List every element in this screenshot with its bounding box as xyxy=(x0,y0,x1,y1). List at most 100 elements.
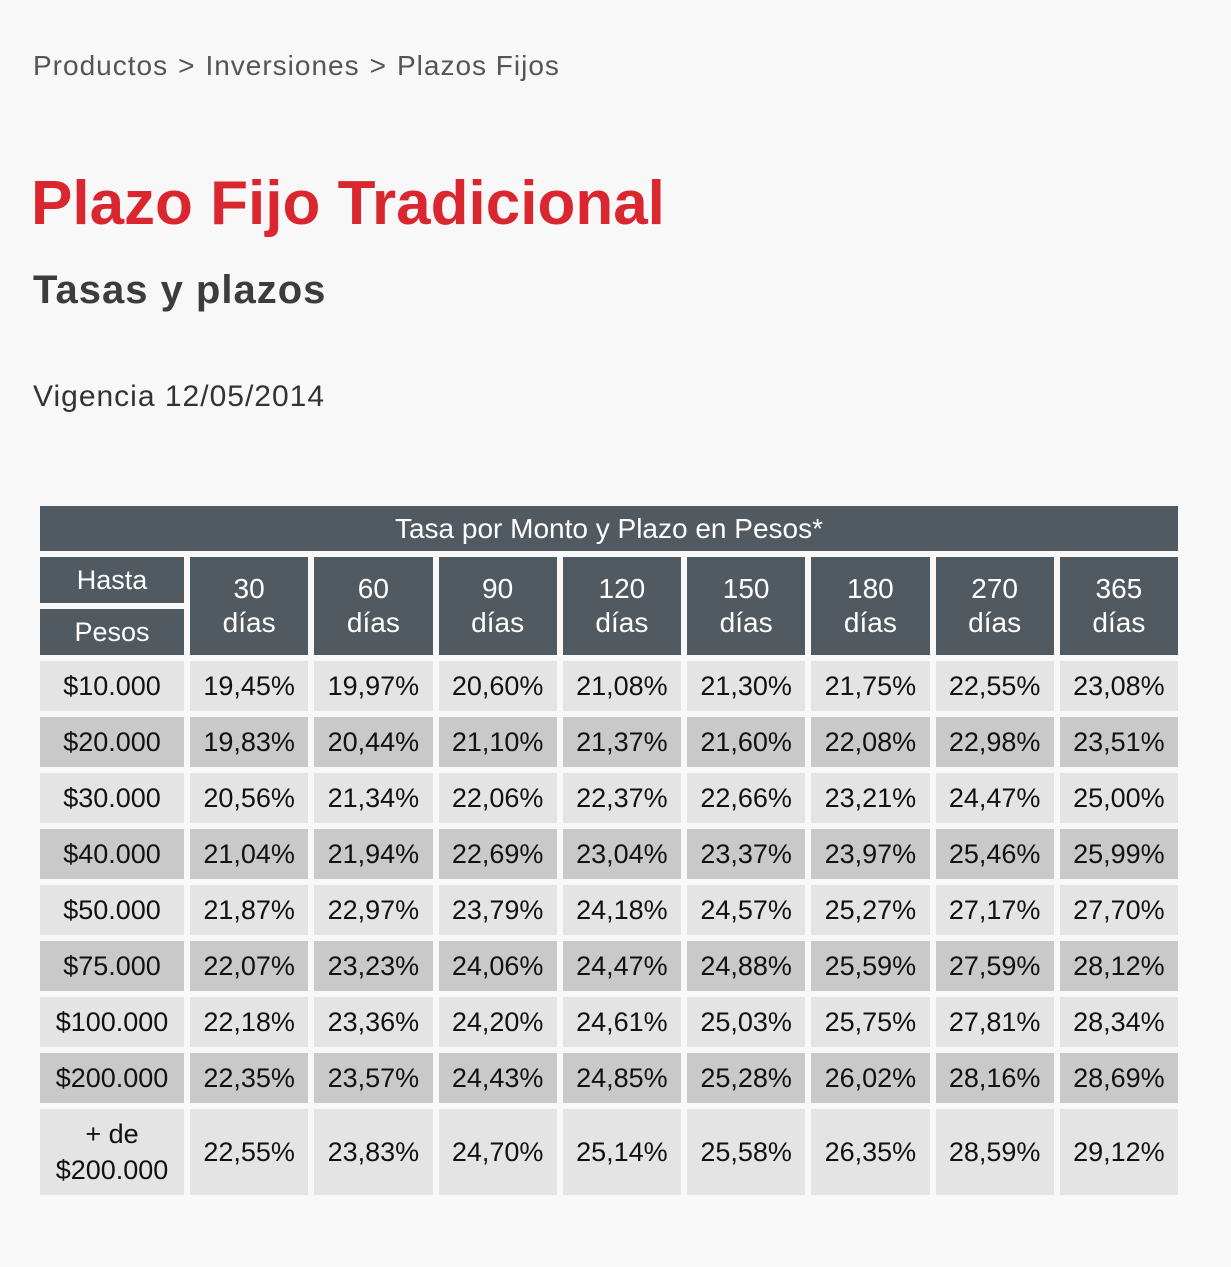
rate-cell: 23,79% xyxy=(438,885,557,935)
page-title: Plazo Fijo Tradicional xyxy=(31,169,665,238)
rate-cell: 25,46% xyxy=(935,829,1054,879)
amount-cell: $200.000 xyxy=(40,1053,184,1103)
rate-cell: 22,35% xyxy=(190,1053,309,1103)
row-header-hasta: Hasta xyxy=(40,557,184,603)
column-header: 270 días xyxy=(935,557,1054,655)
breadcrumb-link-productos[interactable]: Productos xyxy=(33,50,169,81)
table-row: $30.000 20,56% 21,34% 22,06% 22,37% 22,6… xyxy=(40,773,1178,823)
rate-cell: 21,10% xyxy=(438,717,557,767)
rate-cell: 23,37% xyxy=(687,829,806,879)
rate-cell: 24,88% xyxy=(687,941,806,991)
rate-cell: 19,97% xyxy=(314,661,433,711)
rate-cell: 28,34% xyxy=(1059,997,1178,1047)
validity-date: Vigencia 12/05/2014 xyxy=(33,380,326,413)
column-header: 180 días xyxy=(811,557,930,655)
rate-cell: 22,18% xyxy=(190,997,309,1047)
rate-cell: 23,97% xyxy=(811,829,930,879)
rate-cell: 20,56% xyxy=(190,773,309,823)
table-row: $50.000 21,87% 22,97% 23,79% 24,18% 24,5… xyxy=(40,885,1178,935)
rate-cell: 19,83% xyxy=(190,717,309,767)
rate-cell: 21,08% xyxy=(562,661,681,711)
rate-cell: 25,99% xyxy=(1059,829,1178,879)
rate-cell: 25,59% xyxy=(811,941,930,991)
table-row: $75.000 22,07% 23,23% 24,06% 24,47% 24,8… xyxy=(40,941,1178,991)
rate-cell: 21,30% xyxy=(687,661,806,711)
rate-cell: 22,66% xyxy=(687,773,806,823)
rate-cell: 19,45% xyxy=(190,661,309,711)
rate-cell: 21,37% xyxy=(562,717,681,767)
rate-cell: 22,06% xyxy=(438,773,557,823)
breadcrumb: Productos > Inversiones > Plazos Fijos xyxy=(33,50,560,82)
rate-cell: 24,43% xyxy=(438,1053,557,1103)
rate-cell: 24,85% xyxy=(562,1053,681,1103)
column-header: 90 días xyxy=(438,557,557,655)
table-row: $100.000 22,18% 23,36% 24,20% 24,61% 25,… xyxy=(40,997,1178,1047)
rate-cell: 22,08% xyxy=(811,717,930,767)
rate-cell: 27,70% xyxy=(1059,885,1178,935)
amount-cell: + de $200.000 xyxy=(40,1109,184,1195)
rate-cell: 23,51% xyxy=(1059,717,1178,767)
rate-cell: 21,87% xyxy=(190,885,309,935)
rate-cell: 23,04% xyxy=(562,829,681,879)
table-row: $20.000 19,83% 20,44% 21,10% 21,37% 21,6… xyxy=(40,717,1178,767)
rate-cell: 24,47% xyxy=(562,941,681,991)
rate-cell: 25,27% xyxy=(811,885,930,935)
rate-cell: 22,69% xyxy=(438,829,557,879)
rate-cell: 27,17% xyxy=(935,885,1054,935)
table-row: $10.000 19,45% 19,97% 20,60% 21,08% 21,3… xyxy=(40,661,1178,711)
rate-cell: 21,94% xyxy=(314,829,433,879)
rate-cell: 23,23% xyxy=(314,941,433,991)
rate-cell: 26,02% xyxy=(811,1053,930,1103)
rate-cell: 25,14% xyxy=(562,1109,681,1195)
column-header: 30 días xyxy=(190,557,309,655)
rate-cell: 24,61% xyxy=(562,997,681,1047)
rate-cell: 28,12% xyxy=(1059,941,1178,991)
rate-cell: 24,20% xyxy=(438,997,557,1047)
amount-cell: $40.000 xyxy=(40,829,184,879)
table-row: $40.000 21,04% 21,94% 22,69% 23,04% 23,3… xyxy=(40,829,1178,879)
rate-cell: 21,75% xyxy=(811,661,930,711)
rate-cell: 29,12% xyxy=(1059,1109,1178,1195)
column-header: 150 días xyxy=(687,557,806,655)
row-header-pesos: Pesos xyxy=(40,609,184,655)
table-row: + de $200.000 22,55% 23,83% 24,70% 25,14%… xyxy=(40,1109,1178,1195)
rate-cell: 24,06% xyxy=(438,941,557,991)
rate-cell: 24,70% xyxy=(438,1109,557,1195)
rate-cell: 25,58% xyxy=(687,1109,806,1195)
rate-cell: 25,00% xyxy=(1059,773,1178,823)
rate-cell: 21,60% xyxy=(687,717,806,767)
rate-cell: 25,03% xyxy=(687,997,806,1047)
rate-cell: 27,59% xyxy=(935,941,1054,991)
rate-cell: 25,28% xyxy=(687,1053,806,1103)
rate-cell: 20,44% xyxy=(314,717,433,767)
rate-cell: 22,37% xyxy=(562,773,681,823)
amount-cell: $30.000 xyxy=(40,773,184,823)
rate-cell: 23,21% xyxy=(811,773,930,823)
rate-cell: 28,16% xyxy=(935,1053,1054,1103)
rate-cell: 21,34% xyxy=(314,773,433,823)
breadcrumb-link-inversiones[interactable]: Inversiones xyxy=(205,50,360,81)
rate-cell: 27,81% xyxy=(935,997,1054,1047)
amount-cell: $20.000 xyxy=(40,717,184,767)
amount-cell: $75.000 xyxy=(40,941,184,991)
breadcrumb-link-plazos-fijos[interactable]: Plazos Fijos xyxy=(396,50,560,81)
rate-cell: 23,36% xyxy=(314,997,433,1047)
table-row: $200.000 22,35% 23,57% 24,43% 24,85% 25,… xyxy=(40,1053,1178,1103)
amount-cell: $50.000 xyxy=(40,885,184,935)
table-caption: Tasa por Monto y Plazo en Pesos* xyxy=(40,506,1178,551)
rate-cell: 20,60% xyxy=(438,661,557,711)
column-header: 120 días xyxy=(562,557,681,655)
rate-cell: 26,35% xyxy=(811,1109,930,1195)
amount-cell: $10.000 xyxy=(40,661,184,711)
rate-cell: 24,18% xyxy=(562,885,681,935)
rate-cell: 23,57% xyxy=(314,1053,433,1103)
rate-cell: 22,98% xyxy=(935,717,1054,767)
column-header: 365 días xyxy=(1059,557,1178,655)
rate-cell: 24,57% xyxy=(687,885,806,935)
rate-cell: 23,83% xyxy=(314,1109,433,1195)
rate-cell: 28,59% xyxy=(935,1109,1054,1195)
column-header: 60 días xyxy=(314,557,433,655)
rate-cell: 22,07% xyxy=(190,941,309,991)
breadcrumb-separator: > xyxy=(178,50,196,81)
rate-cell: 22,97% xyxy=(314,885,433,935)
